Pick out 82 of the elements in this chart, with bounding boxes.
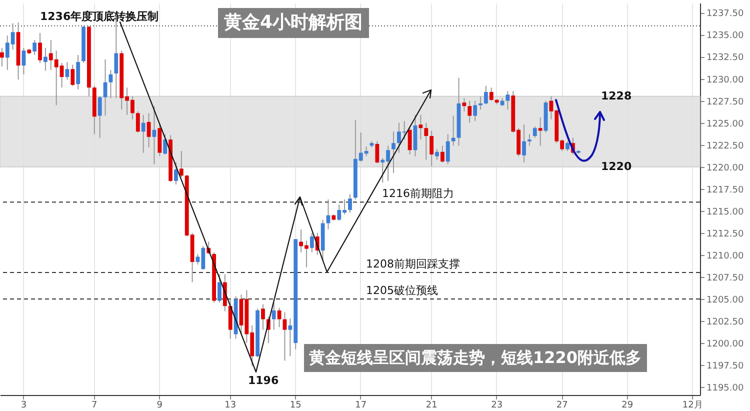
candlestick — [44, 47, 48, 72]
candlestick — [440, 145, 444, 163]
candlestick — [136, 110, 140, 133]
y-tick-label: 1207.50 — [706, 273, 744, 284]
y-tick-label: 1210.00 — [706, 251, 744, 262]
candlestick — [462, 98, 466, 112]
y-tick-label: 1222.50 — [706, 141, 744, 152]
candlestick — [163, 134, 168, 156]
candlestick — [282, 312, 287, 362]
text: 黄金4小时解析图 — [218, 8, 369, 38]
candlestick — [446, 134, 450, 165]
y-tick-label: 1237.50 — [706, 9, 744, 20]
candlestick — [76, 54, 80, 90]
x-tick-label: 21 — [426, 400, 438, 410]
annotation: 黄金短线呈区间震荡走势，短线1220附近低多 — [304, 344, 647, 372]
candlestick — [108, 69, 113, 99]
x-tick-label: 27 — [556, 400, 568, 410]
x-tick-label: 7 — [92, 400, 98, 410]
candlestick — [261, 304, 265, 330]
y-tick-label: 1232.50 — [706, 53, 744, 64]
candlestick — [418, 114, 423, 140]
candlestick — [489, 87, 494, 102]
x-tick-label: 13 — [224, 400, 236, 410]
candlestick — [218, 274, 222, 304]
candlestick — [65, 62, 70, 80]
candlestick — [228, 298, 232, 340]
candlestick — [522, 124, 526, 163]
candlestick — [348, 194, 352, 214]
candlestick — [430, 130, 434, 166]
candlestick — [174, 162, 178, 185]
candlestick — [310, 232, 314, 253]
x-tick-label: 9 — [156, 400, 163, 410]
candlestick — [375, 140, 380, 164]
candlestick — [538, 117, 542, 146]
x-tick-label: 23 — [491, 400, 503, 410]
candlestick — [435, 148, 439, 160]
candlestick — [468, 100, 472, 124]
x-tick-label: 3 — [20, 400, 27, 410]
y-tick-label: 1212.50 — [706, 229, 744, 240]
x-tick-label: 17 — [355, 400, 367, 410]
candlestick — [70, 64, 75, 86]
candlestick — [566, 140, 570, 152]
y-tick-label: 1202.50 — [706, 318, 744, 328]
ref-line-label: 1216前期阻力 — [382, 187, 454, 200]
y-tick-label: 1227.50 — [706, 97, 744, 108]
y-tick-label: 1220.00 — [706, 163, 744, 174]
annotation: 1196 — [248, 374, 279, 387]
candlestick — [532, 126, 537, 138]
annotation: 1220 — [601, 160, 632, 173]
ref-line-label: 1236年度顶底转换压制 — [40, 10, 159, 23]
candlestick — [473, 100, 478, 122]
y-tick-label: 1200.00 — [706, 340, 744, 350]
y-tick-label: 1235.00 — [706, 31, 744, 42]
candlestick — [528, 134, 532, 146]
candlestick — [408, 128, 412, 156]
ref-line-label: 1205破位预线 — [366, 284, 438, 297]
x-tick-label: 15 — [290, 400, 302, 410]
x-tick-label: 29 — [622, 400, 634, 410]
y-tick-label: 1215.00 — [706, 207, 744, 218]
candlestick — [98, 96, 102, 138]
candlestick — [506, 90, 510, 110]
candlestick — [179, 150, 184, 178]
candlestick — [32, 40, 37, 56]
x-tick-label: 12月 — [682, 400, 703, 410]
candlestick — [141, 114, 146, 154]
candlestick — [392, 131, 396, 174]
y-tick-label: 1217.50 — [706, 185, 744, 196]
y-tick-label: 1230.00 — [706, 75, 744, 86]
candlestick — [484, 85, 488, 105]
candlestick — [451, 115, 456, 146]
annotation: 1228 — [601, 89, 632, 102]
candlestick — [0, 47, 4, 67]
candlestick — [38, 32, 42, 64]
y-tick-label: 1225.00 — [706, 119, 744, 130]
candlestick — [222, 274, 227, 312]
y-tick-label: 1195.00 — [706, 384, 744, 394]
y-tick-label: 1197.50 — [706, 362, 744, 372]
ref-line-label: 1208前期回踩支撑 — [366, 258, 460, 271]
candlestick — [424, 122, 428, 160]
y-tick-label: 1205.00 — [706, 295, 744, 306]
candlestick — [277, 307, 282, 328]
candlestick — [272, 302, 276, 330]
